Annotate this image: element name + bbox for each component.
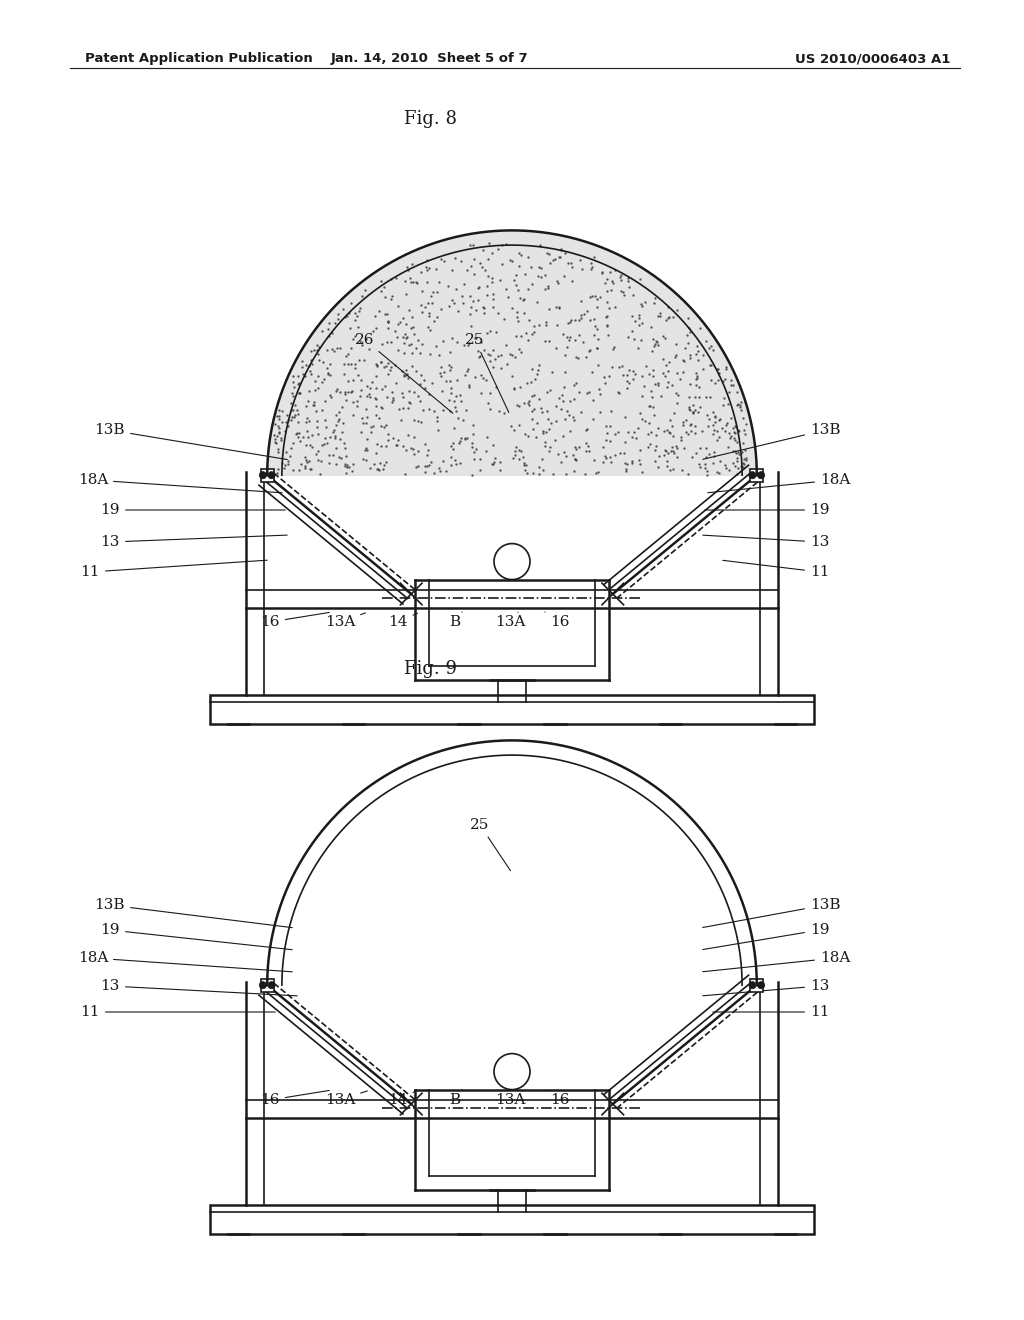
Circle shape — [749, 982, 756, 989]
Text: 11: 11 — [81, 1005, 275, 1019]
Text: B: B — [450, 612, 462, 630]
Circle shape — [268, 471, 275, 479]
Circle shape — [758, 471, 765, 479]
Text: 13B: 13B — [702, 898, 841, 928]
Text: 11: 11 — [81, 560, 267, 579]
Text: 25: 25 — [465, 333, 509, 412]
Text: US 2010/0006403 A1: US 2010/0006403 A1 — [795, 51, 950, 65]
Polygon shape — [267, 231, 757, 475]
Text: 18A: 18A — [78, 950, 292, 972]
Text: 13B: 13B — [94, 898, 292, 928]
Bar — [261, 978, 273, 991]
Text: 14: 14 — [388, 1092, 416, 1107]
Text: 13: 13 — [100, 979, 297, 995]
Circle shape — [268, 982, 275, 989]
Text: 16: 16 — [260, 612, 330, 630]
Text: 11: 11 — [723, 560, 829, 579]
Bar — [210, 1205, 814, 1234]
Text: 13A: 13A — [495, 612, 525, 630]
Bar — [210, 694, 814, 723]
Text: 13B: 13B — [94, 422, 288, 459]
Text: Fig. 9: Fig. 9 — [403, 660, 457, 678]
Text: 16: 16 — [260, 1090, 330, 1107]
Circle shape — [259, 982, 266, 989]
Text: 11: 11 — [713, 1005, 829, 1019]
Text: 16: 16 — [545, 1090, 569, 1107]
Text: 18A: 18A — [708, 473, 850, 492]
Text: Jan. 14, 2010  Sheet 5 of 7: Jan. 14, 2010 Sheet 5 of 7 — [331, 51, 528, 65]
Text: 13B: 13B — [702, 422, 841, 459]
Bar — [751, 978, 763, 991]
Text: 26: 26 — [355, 333, 453, 413]
Text: 19: 19 — [702, 923, 829, 949]
Text: B: B — [450, 1090, 462, 1107]
Text: 18A: 18A — [702, 950, 850, 972]
Text: 14: 14 — [388, 614, 418, 630]
Circle shape — [758, 982, 765, 989]
Circle shape — [749, 471, 756, 479]
Bar — [751, 469, 763, 482]
Text: 13A: 13A — [325, 612, 366, 630]
Text: 13: 13 — [100, 535, 287, 549]
Text: 18A: 18A — [78, 473, 283, 492]
Text: 13A: 13A — [495, 1090, 525, 1107]
Text: 19: 19 — [705, 503, 829, 517]
Text: 13: 13 — [702, 535, 829, 549]
Text: 16: 16 — [545, 612, 569, 630]
Text: 19: 19 — [100, 503, 286, 517]
Text: 25: 25 — [470, 818, 510, 871]
Circle shape — [259, 471, 266, 479]
Bar — [261, 469, 273, 482]
Text: Patent Application Publication: Patent Application Publication — [85, 51, 312, 65]
Text: Fig. 8: Fig. 8 — [403, 110, 457, 128]
Text: 13A: 13A — [325, 1090, 368, 1107]
Text: 19: 19 — [100, 923, 292, 949]
Text: 13: 13 — [702, 979, 829, 995]
